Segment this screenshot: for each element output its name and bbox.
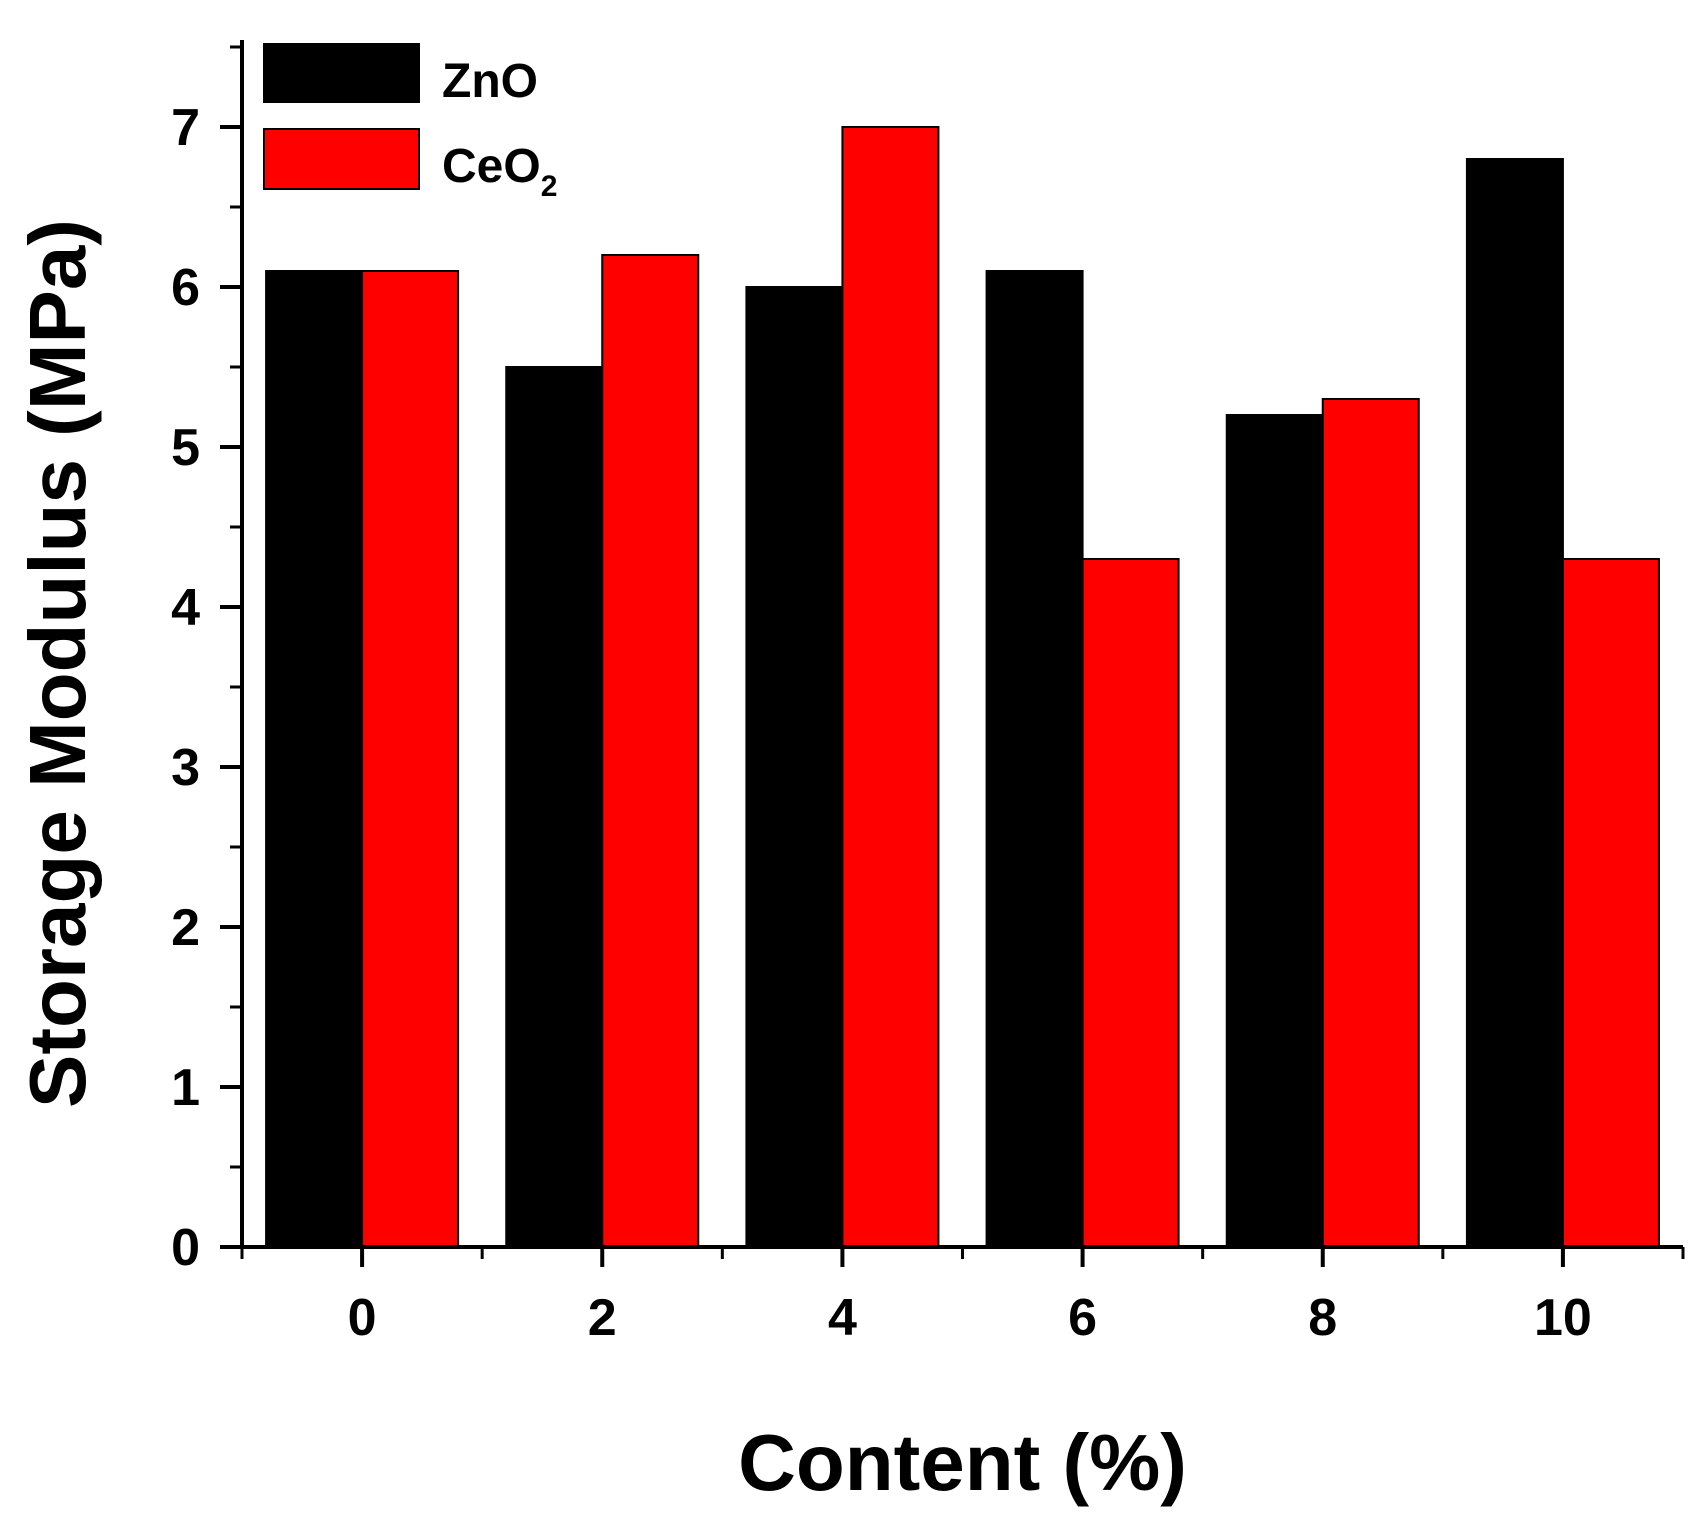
legend-label-ceo2: CeO2 [442,140,557,203]
bar-ceo2-2 [601,254,700,1248]
axes-layer [220,40,1683,1249]
x-tick-label: 8 [1308,1289,1337,1347]
bar-ceo2-4 [841,126,940,1248]
legend-label-ceo2-subscript: 2 [541,170,558,203]
y-tick-label: 5 [171,419,200,477]
bar-ceo2-8 [1321,398,1420,1248]
bar-zno-8 [1225,414,1324,1248]
bar-zno-6 [985,270,1084,1248]
y-tick-label: 0 [171,1219,200,1277]
x-tick-label: 6 [1068,1289,1097,1347]
bar-zno-0 [265,270,364,1248]
legend-swatch-ceo2 [263,128,420,190]
x-tick-label: 2 [588,1289,617,1347]
x-tick-label: 10 [1534,1289,1592,1347]
bar-ceo2-10 [1561,558,1660,1248]
y-tick-label: 2 [171,899,200,957]
y-tick-label: 1 [171,1059,200,1117]
x-axis-title: Content (%) [738,1418,1187,1507]
y-ticks: 0 1 2 3 4 5 6 7 [171,45,242,1277]
x-ticks: 0 2 4 6 8 10 [240,1247,1685,1347]
x-tick-label: 0 [348,1289,377,1347]
bar-zno-10 [1465,158,1564,1248]
x-tick-label: 4 [828,1289,857,1347]
bar-ceo2-0 [361,270,460,1248]
y-tick-label: 6 [171,259,200,317]
legend-label-zno: ZnO [442,55,538,108]
y-tick-label: 7 [171,99,200,157]
legend-swatch-zno [263,43,420,103]
bars-layer [265,126,1660,1248]
legend-label-ceo2-main: CeO [442,140,541,193]
bar-ceo2-6 [1081,558,1180,1248]
legend: ZnO CeO2 [263,43,557,203]
y-tick-label: 4 [171,579,200,637]
bar-zno-2 [505,366,604,1248]
y-axis-title: Storage Modulus (MPa) [13,219,102,1108]
bar-zno-4 [745,286,844,1248]
y-tick-label: 3 [171,739,200,797]
